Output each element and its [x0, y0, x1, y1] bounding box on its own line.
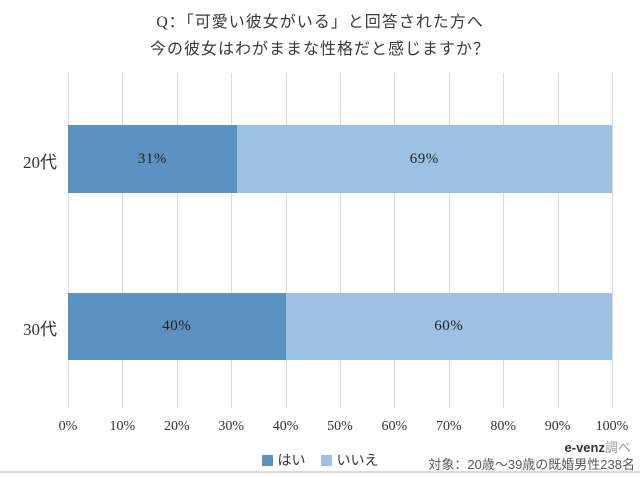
bar-row-20s: 31% 69% — [68, 125, 612, 193]
chart-title-line2: 今の彼女はわがままな性格だと感じますか？ — [149, 41, 490, 58]
source-credit-suffix: 調べ — [604, 440, 631, 455]
x-axis-tick-label: 60% — [381, 419, 408, 434]
legend-item-no: いいえ — [320, 450, 379, 470]
legend-swatch-no-icon — [320, 454, 332, 466]
gridline — [68, 73, 69, 408]
bar-value-label-no-20s: 69% — [409, 150, 439, 167]
source-credit-brand: e-venz — [564, 440, 605, 455]
bar-value-label-yes-20s: 31% — [137, 150, 167, 167]
bar-segment-no-20s: 69% — [236, 125, 612, 193]
legend-item-yes: はい — [261, 450, 306, 470]
bar-row-30s: 40% 60% — [68, 293, 612, 360]
gridline — [448, 73, 450, 408]
category-label-30s: 30代 — [23, 320, 57, 339]
gridline — [394, 73, 396, 408]
category-label-20s: 20代 — [23, 153, 57, 172]
x-axis-tick-label: 0% — [58, 419, 78, 434]
x-axis-tick-label: 70% — [435, 419, 462, 434]
gridline — [503, 73, 505, 408]
gridline — [285, 73, 287, 408]
bar-value-label-no-30s: 60% — [434, 318, 464, 334]
x-axis-tick-label: 40% — [272, 419, 299, 434]
gridline — [340, 73, 341, 408]
plot-area: 31% 69% 40% 60% — [68, 73, 613, 408]
legend-label-no: いいえ — [336, 454, 379, 469]
x-axis-ticks: 0% 10% 20% 30% 40% 50% 60% 70% 80% 90% 100% — [59, 419, 629, 437]
source-credit: e-venz調べ — [565, 437, 631, 456]
bar-segment-yes-30s: 40% — [68, 293, 286, 360]
bar-segment-no-30s: 60% — [285, 293, 612, 360]
legend: はい いいえ — [0, 451, 640, 469]
chart-title: Q：「可愛い彼女がいる」と回答された方へ 今の彼女はわがままな性格だと感じますか… — [0, 9, 640, 63]
bar-segment-yes-20s: 31% — [68, 125, 237, 193]
survey-note: 対象：20歳〜39歳の既婚男性238名 — [428, 457, 635, 472]
chart-title-line1: Q：「可愛い彼女がいる」と回答された方へ — [156, 14, 484, 31]
gridline — [176, 73, 178, 408]
gridline — [612, 73, 613, 408]
x-axis-tick-label: 100% — [595, 419, 629, 434]
x-axis-tick-label: 10% — [109, 419, 136, 434]
x-axis-tick-label: 50% — [327, 419, 353, 434]
x-axis-tick-label: 80% — [490, 419, 517, 434]
x-axis-tick-label: 90% — [544, 419, 571, 434]
gridline — [557, 73, 559, 408]
gridline — [231, 73, 233, 408]
x-axis-tick-label: 30% — [218, 419, 245, 434]
bottom-divider — [0, 471, 640, 473]
legend-swatch-yes-icon — [261, 454, 273, 466]
bar-value-label-yes-30s: 40% — [162, 318, 192, 334]
x-axis-tick-label: 20% — [163, 419, 190, 434]
legend-label-yes: はい — [277, 454, 306, 469]
gridline — [122, 73, 124, 408]
